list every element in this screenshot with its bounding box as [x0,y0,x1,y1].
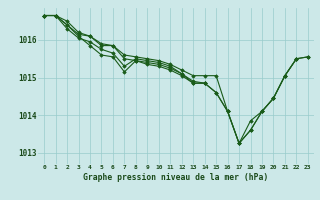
X-axis label: Graphe pression niveau de la mer (hPa): Graphe pression niveau de la mer (hPa) [84,173,268,182]
